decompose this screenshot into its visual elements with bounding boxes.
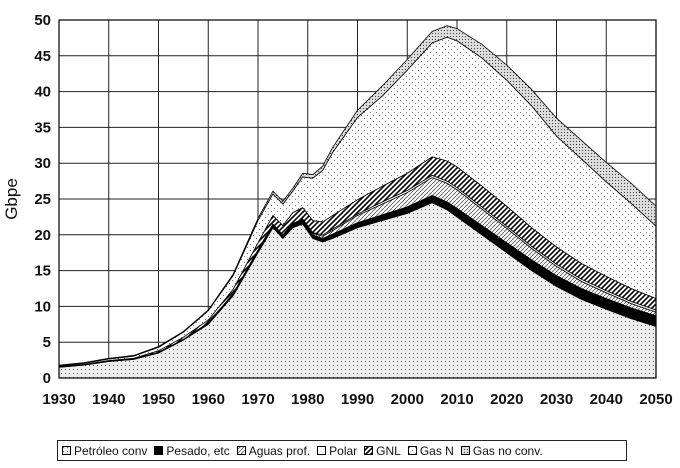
y-tick-label: 35 xyxy=(34,119,51,136)
x-tick-label: 1990 xyxy=(341,391,374,408)
x-tick-label: 2020 xyxy=(490,391,523,408)
x-tick-label: 1940 xyxy=(92,391,125,408)
legend: Petróleo conv Pesado, etc Aguas prof. Polar… xyxy=(57,440,627,461)
legend-label: Polar xyxy=(329,443,358,458)
axes xyxy=(58,19,657,379)
legend-swatch xyxy=(407,446,417,455)
legend-swatch xyxy=(460,446,470,455)
legend-item: Gas no conv. xyxy=(460,443,543,458)
x-tick-label: 1980 xyxy=(291,391,324,408)
x-tick-label: 2040 xyxy=(590,391,623,408)
legend-label: Gas no conv. xyxy=(472,443,543,458)
y-tick-label: 0 xyxy=(43,370,51,387)
legend-swatch xyxy=(236,446,246,455)
x-tick-label: 1960 xyxy=(192,391,225,408)
legend-item: Gas N xyxy=(407,443,454,458)
y-tick-label: 50 xyxy=(34,12,51,29)
y-tick-label: 10 xyxy=(34,298,51,315)
x-tick-label: 2030 xyxy=(540,391,573,408)
y-tick-label: 20 xyxy=(34,227,51,244)
y-tick-label: 45 xyxy=(34,48,51,65)
legend-swatch xyxy=(154,446,164,455)
legend-item: Pesado, etc xyxy=(154,443,230,458)
legend-label: Petróleo conv xyxy=(74,443,148,458)
legend-swatch xyxy=(364,446,374,455)
y-tick-label: 25 xyxy=(34,191,51,208)
x-tick-label: 1950 xyxy=(142,391,175,408)
y-tick-label: 5 xyxy=(43,334,51,351)
legend-item: Petróleo conv xyxy=(62,444,147,458)
x-tick-label: 2000 xyxy=(391,391,424,408)
tick-labels: 1930 1940 1950 1960 1970 1980 1990 2000 2010 2020… xyxy=(34,12,672,408)
x-tick-label: 1970 xyxy=(241,391,274,408)
legend-swatch xyxy=(317,446,327,455)
y-tick-label: 40 xyxy=(34,84,51,101)
legend-item: Polar xyxy=(317,444,357,458)
legend-item: Aguas prof. xyxy=(236,443,311,458)
y-axis-title: Gbpe xyxy=(2,178,21,220)
y-tick-label: 15 xyxy=(34,263,51,280)
y-tick-label: 30 xyxy=(34,155,51,172)
x-tick-label: 2010 xyxy=(440,391,473,408)
legend-label: GNL xyxy=(376,443,401,458)
x-tick-label: 2050 xyxy=(639,391,672,408)
legend-swatch xyxy=(62,446,71,455)
legend-label: Gas N xyxy=(419,443,454,458)
x-tick-label: 1930 xyxy=(42,391,75,408)
legend-label: Aguas prof. xyxy=(248,443,311,458)
legend-item: GNL xyxy=(364,444,401,458)
legend-label: Pesado, etc xyxy=(166,443,230,458)
plot-frame xyxy=(58,19,657,379)
